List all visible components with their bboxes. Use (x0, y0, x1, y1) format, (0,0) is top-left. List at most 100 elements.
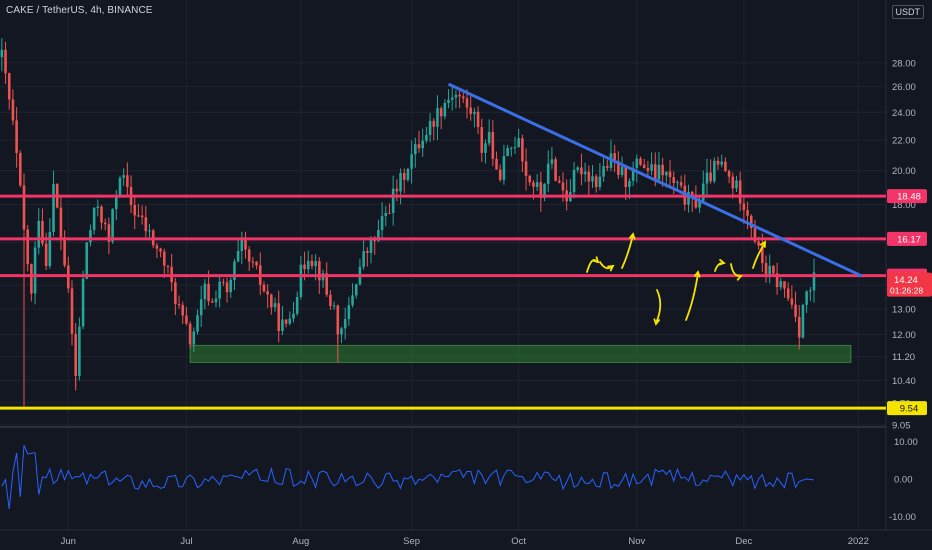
candle-body (377, 229, 380, 241)
candle-body (753, 228, 757, 242)
candle-body (513, 147, 517, 149)
candle-body (580, 167, 583, 175)
candle-body (266, 291, 269, 295)
candle-body (166, 265, 170, 267)
candle-body (720, 161, 724, 165)
candlestick-series (0, 38, 816, 407)
candle-body (89, 229, 92, 243)
candle-body (480, 127, 484, 153)
candle-body (698, 200, 701, 208)
time-tick-label: Nov (628, 536, 645, 547)
candle-body (203, 283, 207, 300)
candle-body (159, 248, 162, 252)
candle-body (687, 191, 690, 205)
candle-body (303, 264, 306, 270)
candle-body (591, 176, 594, 182)
symbol-legend[interactable]: CAKE / TetherUS, 4h, BINANCE (6, 5, 153, 16)
time-tick-label: Dec (735, 536, 752, 547)
candle-body (738, 180, 742, 204)
candle-body (343, 319, 347, 329)
candle-body (133, 204, 137, 216)
candle-body (657, 164, 661, 180)
candle-body (354, 284, 358, 296)
time-tick-label: Jun (61, 536, 76, 547)
candle-body (162, 251, 166, 266)
candle-body (535, 182, 539, 187)
candle-body (299, 264, 303, 298)
candle-body (181, 304, 185, 316)
candle-body (107, 224, 111, 242)
candle-body (395, 188, 399, 192)
candle-body (521, 138, 524, 162)
candle-body (450, 97, 454, 100)
annotation-arrowhead (759, 240, 766, 248)
candle-body (502, 156, 506, 180)
candle-body (406, 168, 410, 180)
candle-body (59, 207, 63, 238)
candle-body (524, 161, 528, 176)
trendline (447, 82, 863, 278)
candle-body (510, 147, 513, 149)
candle-body (37, 220, 41, 248)
price-tick-label: 28.00 (892, 58, 916, 69)
candle-body (52, 184, 55, 233)
osc-tick-label: 0.00 (894, 475, 913, 486)
candle-body (144, 217, 148, 232)
candle-body (620, 166, 624, 175)
candle-body (679, 182, 683, 186)
candle-body (665, 171, 668, 176)
demand-zone (189, 344, 852, 363)
currency-button[interactable]: USDT (891, 5, 924, 19)
candle-body (495, 158, 498, 170)
candle-body (775, 273, 779, 288)
candle-body (137, 215, 140, 217)
candle-body (314, 261, 317, 267)
candle-body (454, 94, 458, 98)
candle-body (487, 131, 491, 144)
candle-body (436, 108, 439, 127)
candle-body (742, 203, 746, 211)
price-tick-label: 10.40 (892, 376, 916, 387)
candle-body (207, 283, 210, 302)
candle-body (284, 319, 288, 324)
annotation-arrowhead (628, 232, 636, 240)
candle-body (225, 282, 229, 293)
time-tick-label: 2022 (848, 536, 869, 547)
candle-body (30, 264, 33, 294)
candle-body (421, 140, 424, 149)
osc-tick-label: -10.00 (889, 512, 916, 523)
candle-body (70, 288, 74, 334)
candle-body (384, 212, 388, 217)
candle-body (270, 294, 273, 308)
candle-body (236, 251, 240, 262)
annotation-arrow (685, 272, 699, 321)
time-axis[interactable]: JunJulAugSepOctNovDec2022Feb21 (61, 536, 932, 547)
candle-body (572, 169, 576, 193)
candle-body (476, 111, 480, 128)
candle-body (583, 171, 587, 175)
candle-body (188, 323, 192, 345)
candle-body (247, 249, 251, 262)
candle-body (561, 182, 565, 191)
candle-body (517, 138, 520, 148)
time-tick-label: Sep (403, 536, 420, 547)
candle-body (557, 180, 561, 183)
candle-body (244, 237, 247, 250)
candle-body (724, 161, 727, 171)
candle-body (15, 120, 18, 154)
candle-body (295, 297, 299, 314)
candle-body (126, 175, 129, 187)
level-9.54-label: 9.54 (900, 404, 919, 415)
candle-body (539, 182, 543, 198)
candle-body (44, 243, 48, 267)
candle-body (318, 261, 321, 281)
candle-body (222, 281, 225, 283)
level-9.54-tag (887, 401, 927, 416)
candle-body (22, 185, 26, 230)
candle-body (772, 265, 775, 274)
candle-body (11, 99, 15, 121)
candle-body (351, 295, 354, 306)
candle-body (118, 177, 122, 197)
